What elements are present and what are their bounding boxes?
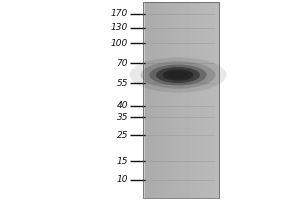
Ellipse shape: [149, 65, 207, 85]
Text: 35: 35: [116, 112, 128, 121]
Bar: [142, 2, 145, 198]
Ellipse shape: [141, 61, 215, 89]
Ellipse shape: [163, 69, 194, 81]
Text: 70: 70: [116, 58, 128, 68]
Text: 170: 170: [111, 9, 128, 19]
Text: 40: 40: [116, 102, 128, 110]
Text: 55: 55: [116, 78, 128, 88]
Text: 10: 10: [116, 176, 128, 184]
Bar: [142, 2, 219, 198]
Text: 100: 100: [111, 38, 128, 47]
Text: 130: 130: [111, 23, 128, 32]
Ellipse shape: [156, 67, 200, 83]
Ellipse shape: [168, 71, 188, 79]
Text: 25: 25: [116, 130, 128, 140]
Ellipse shape: [130, 57, 226, 93]
Text: 15: 15: [116, 156, 128, 166]
